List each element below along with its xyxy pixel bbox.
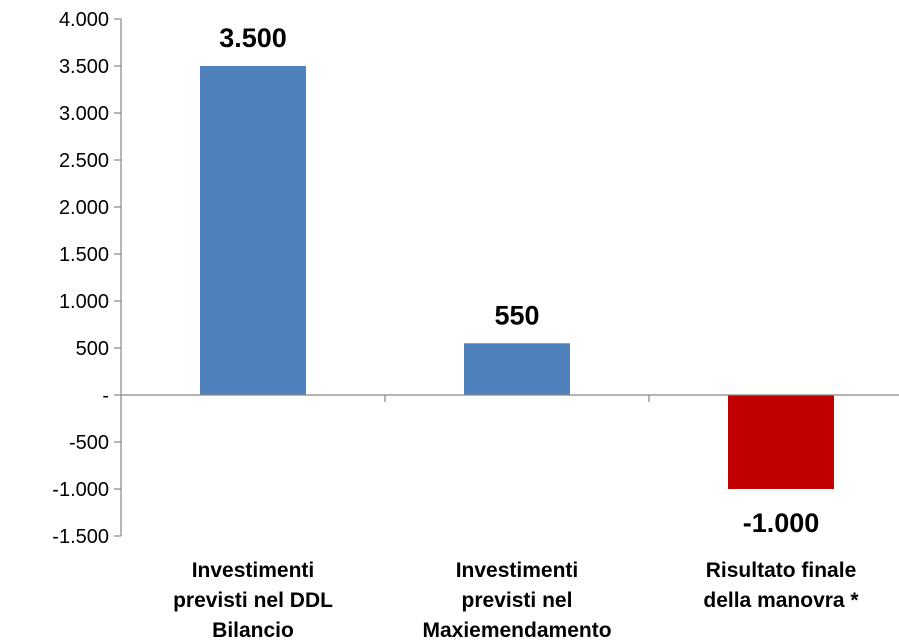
category-labels: Investimenti previsti nel DDL BilancioInve… [173,559,859,642]
y-tick-label: 1.000 [59,291,109,313]
category-label: Risultato finale della manovra * [703,559,859,612]
y-tick-label: 1.500 [59,244,109,266]
y-tick-label: -1.000 [52,479,109,501]
bar [464,343,570,395]
category-label-line: Investimenti [456,559,579,582]
category-label-line: Maxiemendamento [422,619,611,642]
bar [200,66,306,395]
y-tick-label: 3.500 [59,56,109,78]
y-tick-label: 4.000 [59,9,109,31]
y-tick-label: -1.500 [52,526,109,548]
category-label: Investimenti previsti nel DDL Bilancio [173,559,333,642]
x-axis [121,394,899,402]
data-label: -1.000 [743,508,820,538]
y-tick-label: 500 [76,338,109,360]
category-label: Investimenti previsti nel Maxiemendamento [422,559,611,642]
category-label-line: della manovra * [703,589,859,612]
category-label-line: previsti nel [462,589,573,612]
y-tick-label: 3.000 [59,103,109,125]
category-label-line: Investimenti [192,559,315,582]
bars [200,66,834,489]
y-axis: 4.000 3.500 3.000 2.500 2.000 1.500 1.000 500 - -… [52,9,122,548]
category-label-line: Bilancio [212,619,294,642]
category-label-line: Risultato finale [706,559,857,582]
y-tick-label: 2.000 [59,197,109,219]
category-label-line: previsti nel DDL [173,589,333,612]
bar [728,395,834,489]
y-tick-label: -500 [69,432,109,454]
y-tick-label: - [102,385,109,407]
data-label: 3.500 [219,23,287,53]
data-label: 550 [494,300,539,330]
data-labels: 3.500 550 -1.000 [219,23,819,538]
y-tick-label: 2.500 [59,150,109,172]
